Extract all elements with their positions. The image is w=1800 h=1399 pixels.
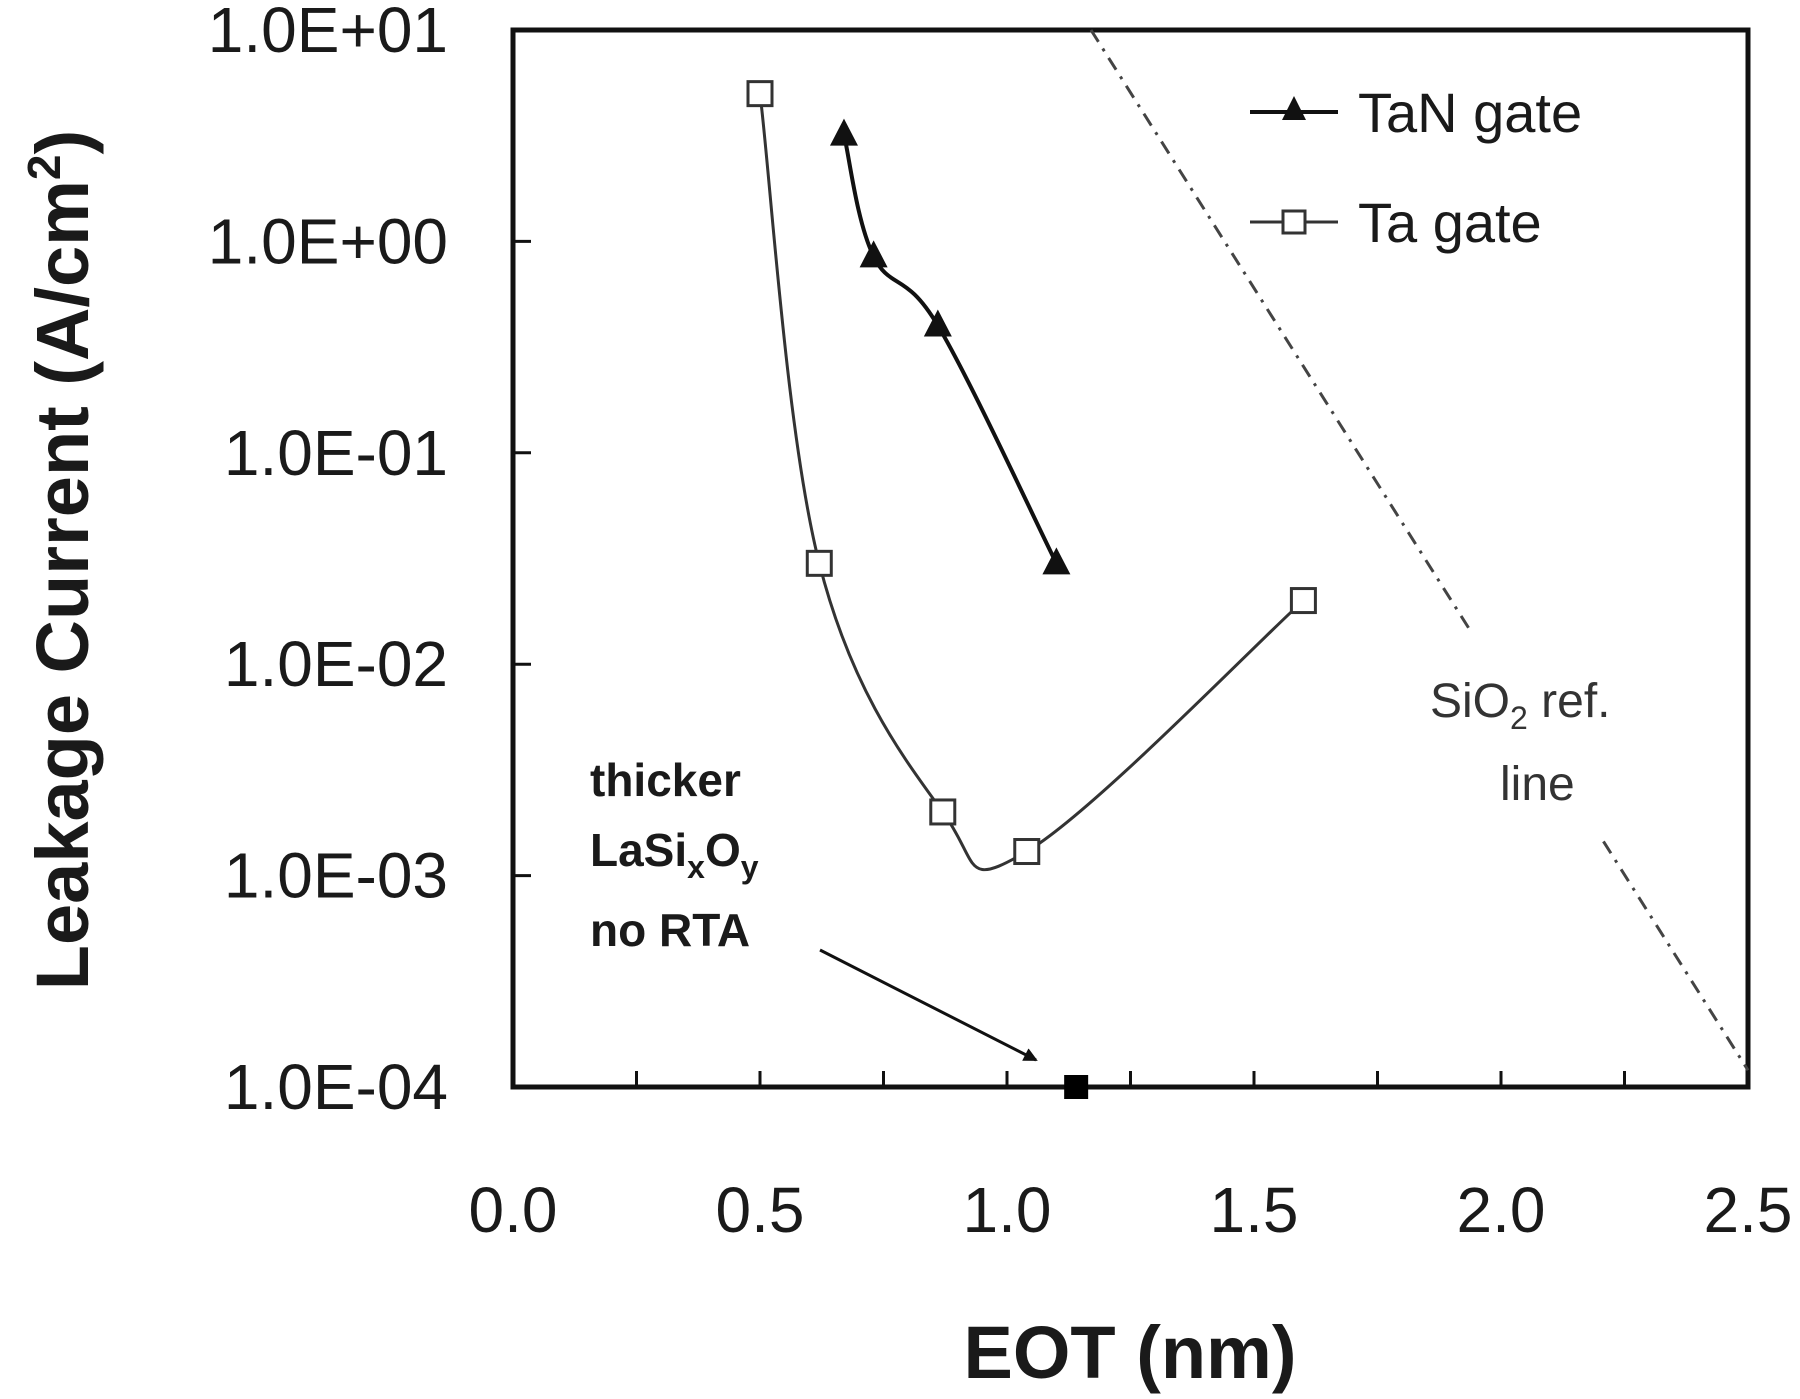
y-tick-label: 1.0E-04 bbox=[224, 1051, 448, 1123]
legend-marker-ta bbox=[1281, 209, 1307, 235]
x-axis-title: EOT (nm) bbox=[964, 1311, 1297, 1394]
sio2-label-line-1: SiO2 ref. bbox=[1430, 675, 1611, 736]
no-rta-point bbox=[1064, 1075, 1089, 1099]
annotation-arrow bbox=[819, 948, 1038, 1062]
y-axis-title: Leakage Current (A/cm2) bbox=[18, 130, 104, 990]
no-rta-annotation: thicker LaSixOy no RTA bbox=[590, 754, 1038, 1062]
ta-gate-point bbox=[805, 549, 833, 577]
x-tick-label: 2.0 bbox=[1457, 1174, 1546, 1246]
x-axis-ticks: 0.0 0.5 1.0 1.5 2.0 2.5 bbox=[469, 1071, 1793, 1246]
annotation-line-2: LaSixOy bbox=[590, 824, 759, 885]
series-line-ta-gate bbox=[758, 93, 1305, 872]
sio2-reference-segment bbox=[1089, 29, 1474, 635]
x-tick-label: 2.5 bbox=[1704, 1174, 1793, 1246]
legend: TaN gate Ta gate bbox=[1250, 81, 1582, 254]
tan-gate-point bbox=[1042, 547, 1071, 575]
sio2-label-line-2: line bbox=[1500, 758, 1575, 811]
y-tick-label: 1.0E-02 bbox=[224, 628, 448, 700]
sio2-annotation: SiO2 ref. line bbox=[1430, 675, 1611, 811]
no-rta-point-group bbox=[1064, 1075, 1089, 1099]
x-tick-label: 0.0 bbox=[469, 1174, 558, 1246]
tan-gate-point bbox=[859, 240, 888, 268]
annotation-line-1: thicker bbox=[590, 754, 741, 806]
ta-gate-point bbox=[746, 80, 774, 108]
y-tick-label: 1.0E-03 bbox=[224, 840, 448, 912]
legend-label-tan: TaN gate bbox=[1358, 81, 1582, 144]
y-tick-label: 1.0E+01 bbox=[208, 0, 448, 66]
legend-marker-tan bbox=[1282, 96, 1306, 120]
ta-gate-point bbox=[1289, 587, 1317, 615]
y-tick-label: 1.0E+00 bbox=[208, 205, 448, 277]
y-axis-ticks: 1.0E+01 1.0E+00 1.0E-01 1.0E-02 1.0E-03 1.0E-… bbox=[208, 0, 531, 1123]
ta-gate-point bbox=[929, 798, 957, 826]
ta-gate-point bbox=[1013, 838, 1041, 866]
x-tick-label: 1.0 bbox=[963, 1174, 1052, 1246]
x-tick-label: 1.5 bbox=[1210, 1174, 1299, 1246]
series-line-tan-gate bbox=[842, 134, 1059, 565]
y-tick-label: 1.0E-01 bbox=[224, 417, 448, 489]
tan-gate-point bbox=[829, 118, 858, 146]
sio2-reference-segment bbox=[1602, 840, 1750, 1072]
legend-label-ta: Ta gate bbox=[1358, 191, 1542, 254]
x-tick-label: 0.5 bbox=[716, 1174, 805, 1246]
sio2-reference-line bbox=[1089, 29, 1750, 1072]
tan-gate-point bbox=[923, 309, 952, 337]
series-group bbox=[746, 80, 1317, 872]
annotation-line-3: no RTA bbox=[590, 904, 750, 956]
